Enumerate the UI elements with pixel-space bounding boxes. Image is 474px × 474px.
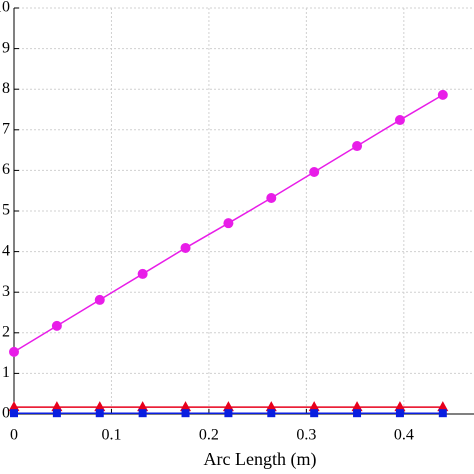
marker xyxy=(9,346,19,357)
x-tick-label: 0.1 xyxy=(101,427,121,444)
marker xyxy=(94,401,106,412)
marker xyxy=(10,409,18,418)
marker xyxy=(437,89,448,100)
x-tick-label: 0.2 xyxy=(199,427,219,444)
x-tick-label: 0.3 xyxy=(296,427,316,444)
y-tick-label: 4 xyxy=(2,242,10,259)
y-tick-label: 6 xyxy=(2,161,10,178)
marker xyxy=(138,409,147,418)
marker xyxy=(352,141,363,152)
marker xyxy=(180,242,191,253)
marker xyxy=(395,409,404,418)
marker xyxy=(222,401,234,412)
x-axis-label: Arc Length (m) xyxy=(204,449,317,470)
y-tick-label: 3 xyxy=(2,283,10,300)
marker xyxy=(310,409,319,418)
y-tick-label: 5 xyxy=(2,202,10,219)
marker xyxy=(94,294,105,305)
marker xyxy=(181,409,190,418)
y-tick-label: 0 xyxy=(2,405,10,422)
marker xyxy=(267,409,276,418)
marker xyxy=(51,401,63,412)
y-tick-label: 1 xyxy=(2,364,10,381)
marker xyxy=(351,401,363,412)
marker xyxy=(437,401,449,412)
marker xyxy=(52,409,61,418)
y-tick-label: 2 xyxy=(2,323,10,340)
y-tick-label: 7 xyxy=(2,120,10,137)
marker xyxy=(223,218,234,229)
marker xyxy=(95,409,104,418)
marker xyxy=(309,167,320,178)
marker xyxy=(394,115,405,126)
marker xyxy=(265,401,277,412)
marker xyxy=(180,401,192,412)
y-tick-label: 9 xyxy=(2,39,10,56)
marker xyxy=(394,401,406,412)
y-tick-label: 10 xyxy=(0,0,10,16)
marker xyxy=(308,401,320,412)
x-tick-label: 0 xyxy=(10,427,18,444)
marker xyxy=(137,401,149,412)
marker xyxy=(8,401,20,412)
marker xyxy=(51,320,62,331)
marker xyxy=(353,409,362,418)
marker xyxy=(224,409,233,418)
marker xyxy=(266,193,277,204)
y-tick-label: 8 xyxy=(2,80,10,97)
x-tick-label: 0.4 xyxy=(394,427,414,444)
marker xyxy=(137,268,148,279)
marker xyxy=(438,409,447,418)
